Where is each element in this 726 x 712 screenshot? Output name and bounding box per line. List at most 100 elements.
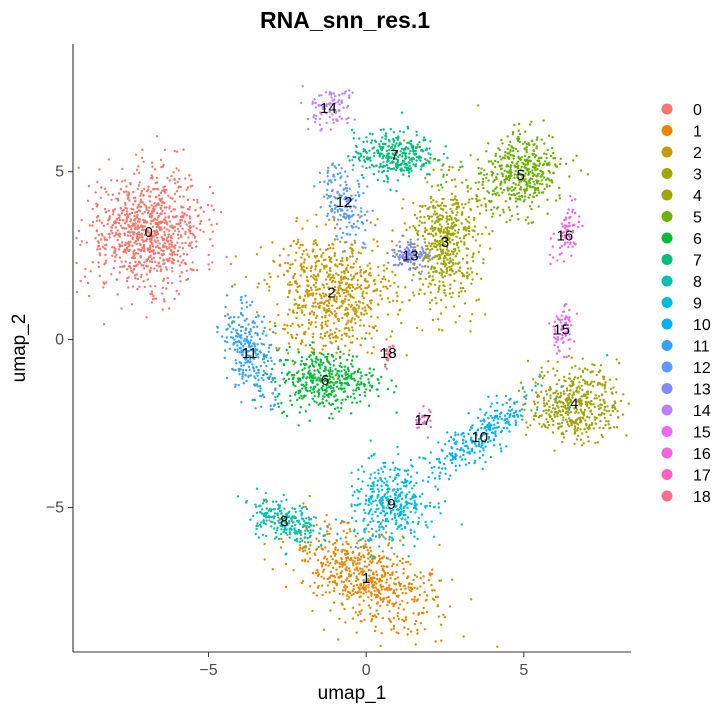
point [386, 177, 390, 181]
point [397, 144, 400, 147]
point [430, 520, 433, 523]
point [256, 286, 259, 289]
point [507, 175, 511, 179]
point [284, 562, 288, 566]
point [568, 372, 571, 376]
point [334, 399, 338, 402]
point [327, 564, 330, 567]
point [562, 433, 565, 436]
point [417, 230, 420, 233]
point [150, 231, 153, 234]
point [396, 159, 400, 162]
point [136, 288, 139, 291]
point [207, 253, 210, 257]
point [553, 415, 557, 418]
point [404, 587, 407, 590]
point [169, 196, 172, 199]
point [527, 167, 530, 171]
point [583, 380, 587, 383]
point [577, 411, 580, 414]
point [606, 405, 609, 408]
point [337, 273, 340, 277]
point [138, 236, 141, 239]
point [344, 308, 347, 312]
point [120, 260, 124, 263]
point [364, 309, 367, 312]
point [199, 219, 203, 223]
point [339, 362, 342, 365]
point [180, 215, 183, 219]
point [369, 159, 372, 162]
point [541, 377, 545, 380]
point [286, 331, 290, 335]
point [282, 410, 286, 413]
point [410, 590, 413, 593]
point [393, 603, 396, 606]
point [566, 423, 570, 426]
point [77, 229, 81, 233]
point [114, 226, 118, 229]
point [345, 291, 348, 294]
point [184, 230, 187, 233]
point [457, 228, 460, 231]
point [136, 277, 140, 281]
point [373, 614, 376, 617]
point [191, 261, 194, 264]
point [326, 330, 329, 334]
point [378, 154, 381, 157]
point [439, 183, 443, 186]
point [578, 367, 581, 370]
point [337, 319, 340, 323]
point [507, 179, 511, 182]
point [350, 375, 353, 378]
point [321, 337, 324, 340]
point [357, 503, 360, 506]
point [421, 492, 424, 496]
point [332, 297, 336, 300]
point [542, 119, 545, 122]
point [369, 520, 372, 524]
point [360, 313, 363, 316]
point [301, 397, 304, 400]
point [179, 280, 182, 283]
point [341, 543, 344, 546]
point [419, 168, 423, 171]
point [469, 187, 472, 190]
point [374, 499, 377, 502]
point [556, 360, 559, 364]
point [369, 302, 373, 305]
point [412, 158, 415, 161]
point [319, 366, 322, 370]
point [493, 206, 496, 209]
point [294, 384, 297, 388]
point [341, 589, 345, 592]
point [376, 588, 379, 591]
point [77, 166, 80, 169]
point [275, 347, 278, 350]
point [588, 424, 591, 427]
point [491, 189, 495, 192]
point [278, 537, 281, 541]
point [530, 409, 533, 412]
point [513, 173, 517, 176]
point [369, 267, 372, 270]
point [394, 151, 397, 155]
point [289, 399, 292, 402]
point [387, 595, 390, 599]
point [325, 530, 329, 533]
point [463, 243, 466, 246]
point [533, 183, 536, 186]
point [386, 169, 389, 173]
point [127, 265, 131, 268]
point [181, 247, 185, 250]
point [393, 514, 397, 517]
point [315, 401, 318, 404]
point [328, 298, 331, 301]
point [161, 308, 164, 311]
point [156, 236, 159, 239]
point [344, 621, 347, 624]
point [419, 585, 422, 588]
point [427, 152, 430, 155]
point [371, 147, 374, 150]
point [372, 165, 376, 168]
